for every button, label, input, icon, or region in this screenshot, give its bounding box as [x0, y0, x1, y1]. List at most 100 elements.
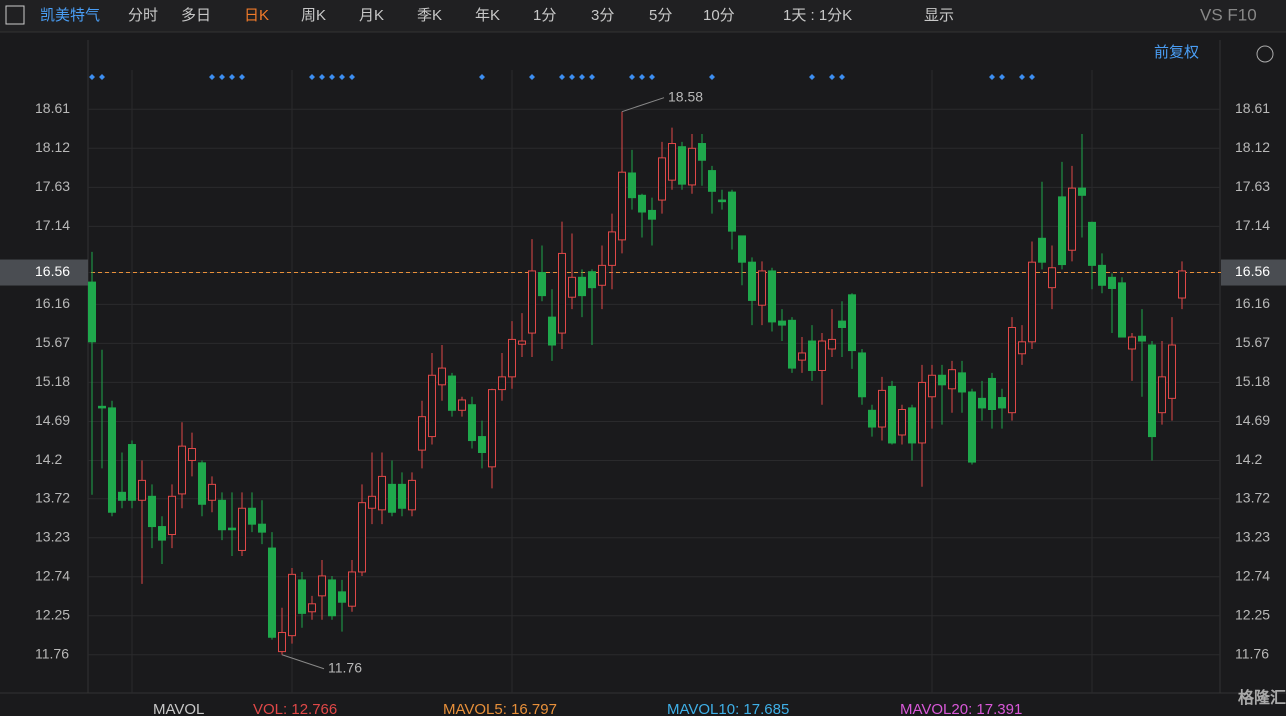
candle-body [798, 352, 806, 361]
vs-f10[interactable]: VS F10 [1200, 5, 1257, 24]
candle-body [728, 191, 736, 232]
indicator-value: MAVOL20: 17.391 [900, 701, 1022, 716]
period-tab[interactable]: 分时 [128, 7, 158, 24]
candle-body [1018, 341, 1026, 355]
candle-body [988, 377, 996, 411]
candle-body [338, 591, 346, 603]
candle-body [578, 276, 586, 297]
candle-body [228, 527, 236, 531]
candle-body [1008, 326, 1016, 414]
candle-body [378, 475, 386, 511]
candle-body [878, 389, 886, 428]
period-tab[interactable]: 周K [301, 7, 326, 24]
adjust-label[interactable]: 前复权 [1154, 43, 1199, 61]
y-tick-label-right: 16.16 [1235, 295, 1270, 311]
y-tick-label: 15.67 [35, 334, 70, 350]
candle-body [348, 571, 356, 607]
y-tick-label: 17.63 [35, 178, 70, 194]
candle-body [838, 320, 846, 328]
price-badge [0, 259, 88, 286]
candle-body [328, 579, 336, 617]
y-tick-label: 18.61 [35, 100, 70, 116]
candle-body [938, 374, 946, 386]
candle-body [808, 340, 816, 371]
candle-body [888, 385, 896, 444]
period-tab[interactable]: 5分 [649, 7, 672, 24]
candle-body [498, 376, 506, 391]
candle-body [748, 261, 756, 301]
candle-body [978, 397, 986, 409]
candle-body [628, 172, 636, 199]
candle-body [198, 462, 206, 505]
candle-body [908, 407, 916, 444]
current-price-label: 16.56 [35, 263, 70, 279]
candle-body [388, 483, 396, 513]
current-price-label: 16.56 [1235, 263, 1270, 279]
period-tab[interactable]: 季K [417, 7, 442, 24]
candle-body [458, 399, 466, 411]
period-tab[interactable]: 日K [244, 7, 269, 24]
candle-body [998, 397, 1006, 409]
candle-body [708, 170, 716, 192]
y-tick-label: 18.12 [35, 139, 70, 155]
watermark: 格隆汇 [1238, 688, 1286, 707]
candle-body [298, 579, 306, 614]
indicator-value: VOL: 12.766 [253, 701, 337, 716]
candle-body [738, 235, 746, 263]
y-tick-label: 11.76 [35, 645, 69, 661]
candle-body [488, 389, 496, 468]
y-tick-label: 14.69 [35, 412, 70, 428]
indicator-name[interactable]: MAVOL [153, 701, 204, 716]
y-tick-label-right: 12.25 [1235, 606, 1270, 622]
period-tab[interactable]: 10分 [703, 7, 735, 24]
candle-body [828, 338, 836, 350]
candle-body [698, 143, 706, 161]
period-select[interactable]: 1天 : 1分K [783, 7, 852, 24]
y-tick-label: 14.2 [35, 451, 62, 467]
candle-body [1158, 376, 1166, 414]
stock-name[interactable]: 凯美特气 [40, 7, 100, 24]
candle-body [408, 479, 416, 511]
y-tick-label-right: 18.61 [1235, 100, 1270, 116]
y-tick-label-right: 14.2 [1235, 451, 1262, 467]
display-menu[interactable]: 显示 [924, 7, 954, 24]
y-tick-label: 13.72 [35, 489, 70, 505]
event-markers[interactable] [89, 74, 1035, 80]
minus-icon[interactable] [1256, 45, 1274, 63]
menu-icon[interactable] [5, 5, 25, 25]
period-tab[interactable]: 1分 [533, 7, 556, 24]
y-tick-label-right: 11.76 [1235, 645, 1269, 661]
period-tab[interactable]: 月K [359, 7, 384, 24]
y-tick-label: 12.74 [35, 567, 70, 583]
y-tick-label-right: 12.74 [1235, 567, 1270, 583]
y-tick-label-right: 18.12 [1235, 139, 1270, 155]
candle-body [1128, 336, 1136, 350]
price-badge [1221, 259, 1286, 286]
period-tab[interactable]: 3分 [591, 7, 614, 24]
candle-body [568, 276, 576, 298]
candle-body [1068, 187, 1076, 251]
candle-body [358, 502, 366, 573]
candle-body [1028, 261, 1036, 343]
candle-body [668, 143, 676, 181]
period-tab[interactable]: 年K [475, 7, 500, 24]
y-tick-label-right: 14.69 [1235, 412, 1270, 428]
y-tick-label: 12.25 [35, 606, 70, 622]
candle-body [168, 495, 176, 536]
candle-body [848, 294, 856, 352]
candle-body [368, 495, 376, 509]
candle-body [928, 374, 936, 398]
candle-body [898, 409, 906, 436]
extreme-pointer [621, 97, 665, 113]
toolbar-bg [0, 0, 1286, 32]
y-tick-label: 17.14 [35, 217, 70, 233]
candle-body [868, 409, 876, 428]
period-tab[interactable]: 多日 [181, 7, 211, 24]
candle-body [108, 407, 116, 513]
y-tick-label-right: 13.72 [1235, 489, 1270, 505]
candle-body [1148, 344, 1156, 438]
candle-body [618, 171, 626, 241]
candle-body [588, 271, 596, 289]
candle-body [98, 405, 106, 409]
candle-body [818, 340, 826, 371]
